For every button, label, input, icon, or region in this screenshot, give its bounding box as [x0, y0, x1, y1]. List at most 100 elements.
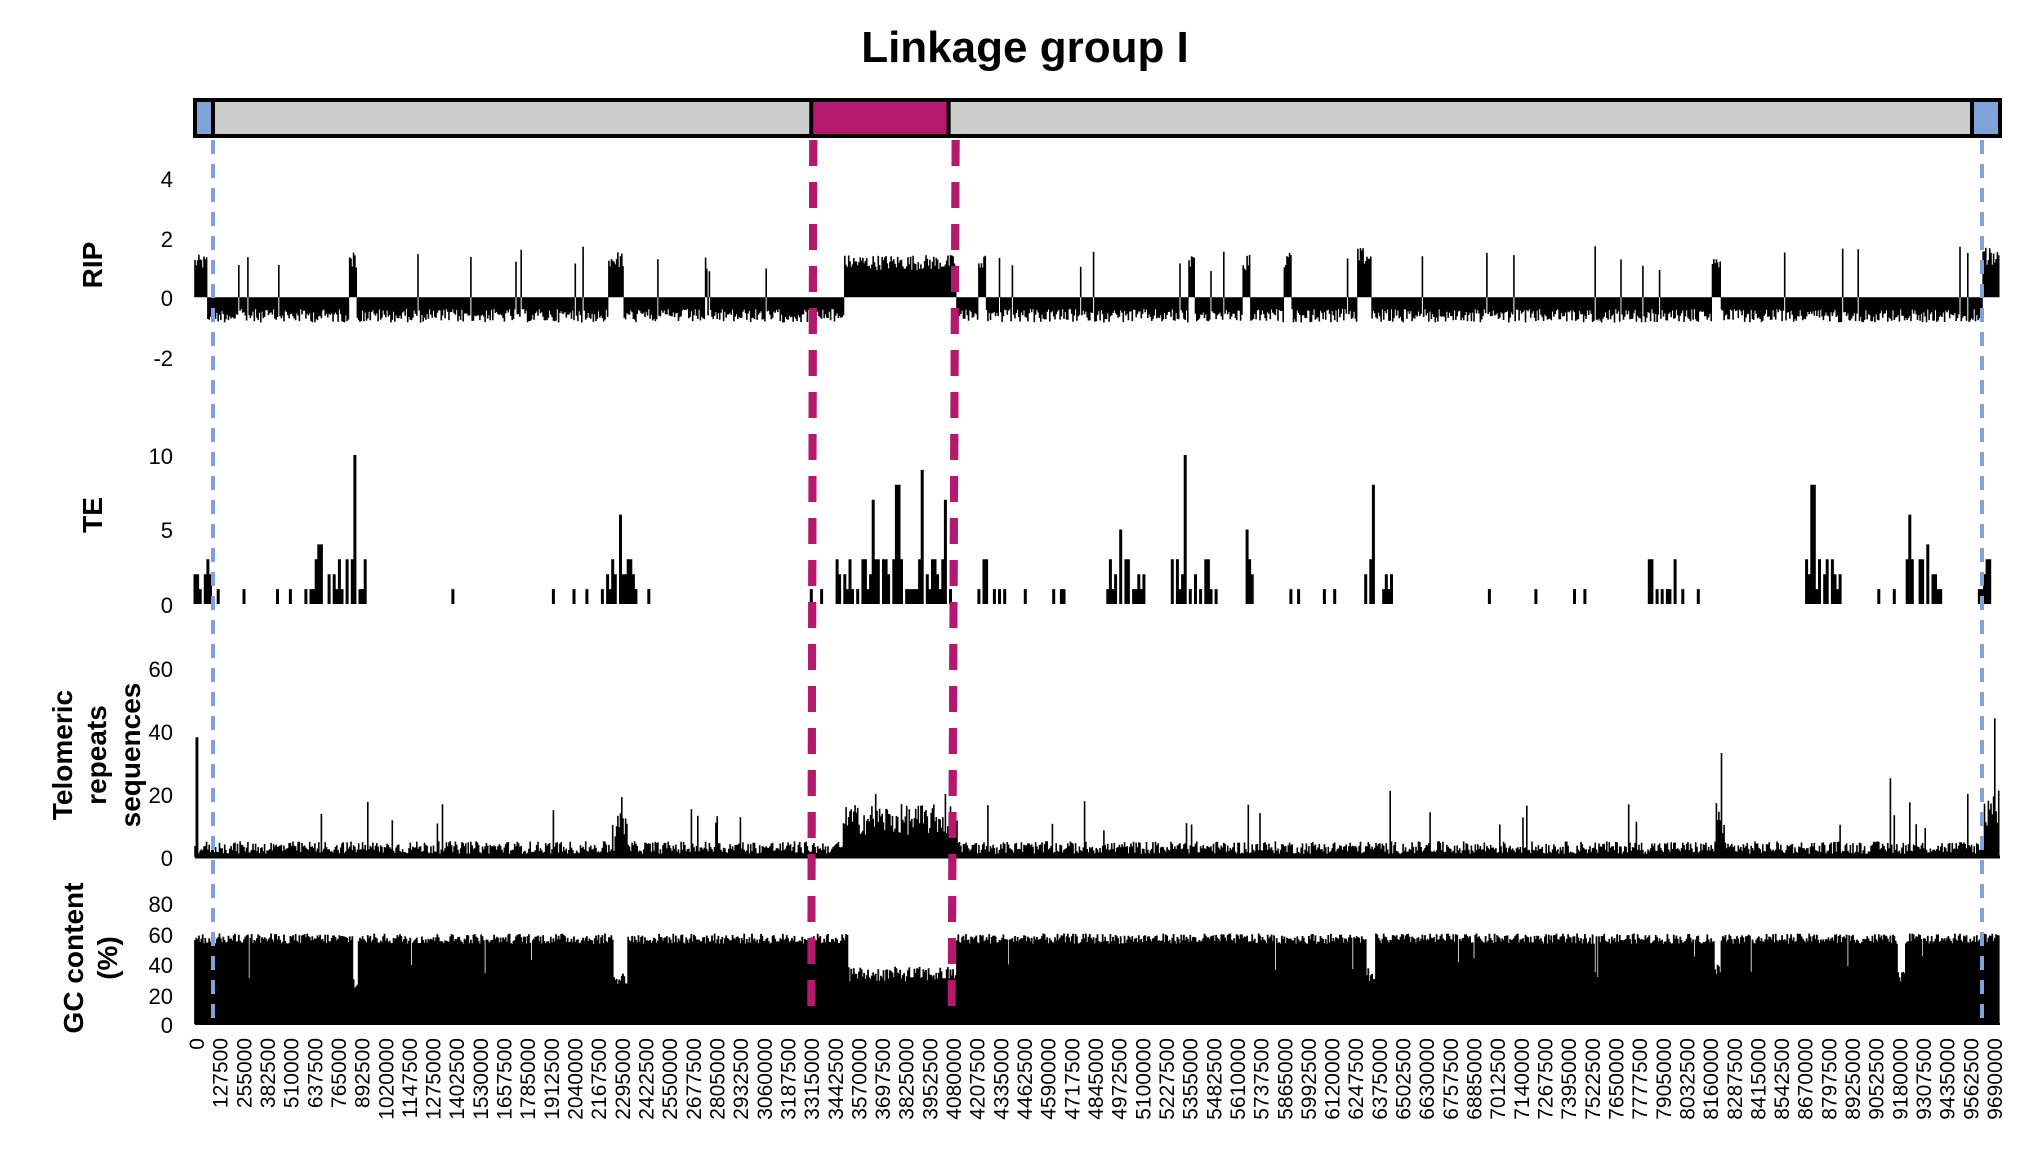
x-tick-13: 1657500	[494, 1038, 517, 1120]
y-label-te: TE	[77, 497, 108, 533]
x-tick-51: 6502500	[1393, 1038, 1416, 1120]
x-tick-36: 4590000	[1038, 1038, 1061, 1120]
x-tick-22: 2805000	[707, 1038, 730, 1120]
x-tick-4: 510000	[281, 1038, 304, 1108]
x-tick-48: 6120000	[1322, 1038, 1345, 1120]
x-tick-6: 765000	[328, 1038, 351, 1108]
x-tick-9: 1147500	[399, 1038, 422, 1118]
x-tick-67: 8542500	[1771, 1038, 1794, 1120]
x-tick-10: 1275000	[423, 1038, 446, 1120]
x-tick-69: 8797500	[1818, 1038, 1841, 1120]
x-tick-33: 4207500	[967, 1038, 990, 1120]
y-tick-gc-content-3: 20	[149, 984, 173, 1009]
y-label-rip: RIP	[77, 242, 108, 289]
x-tick-7: 892500	[352, 1038, 375, 1108]
x-tick-44: 5610000	[1227, 1038, 1250, 1120]
telomeric-track	[194, 718, 2000, 857]
x-tick-14: 1785000	[517, 1038, 540, 1120]
x-tick-5: 637500	[304, 1038, 327, 1108]
y-label-gc-line-1: (%)	[92, 936, 123, 980]
x-tick-1: 127500	[210, 1038, 233, 1108]
x-tick-43: 5482500	[1203, 1038, 1226, 1120]
x-tick-39: 4972500	[1109, 1038, 1132, 1120]
y-label-te-line-0: TE	[77, 497, 108, 533]
x-tick-26: 3315000	[801, 1038, 824, 1120]
y-tick-telomeric-repeats-sequences-0: 60	[149, 657, 173, 682]
x-tick-31: 3952500	[919, 1038, 942, 1120]
x-tick-35: 4462500	[1014, 1038, 1037, 1120]
telomere-right	[1970, 98, 2002, 138]
x-tick-46: 5865000	[1274, 1038, 1297, 1120]
x-tick-12: 1530000	[470, 1038, 493, 1120]
x-tick-70: 8925000	[1842, 1038, 1865, 1120]
x-tick-11: 1402500	[446, 1038, 469, 1120]
y-tick-rip-3: -2	[153, 346, 173, 371]
x-tick-0: 0	[186, 1038, 209, 1050]
x-tick-53: 6757500	[1440, 1038, 1463, 1120]
y-label-telomeric-line-1: repeats	[81, 705, 112, 805]
x-tick-37: 4717500	[1061, 1038, 1084, 1120]
x-tick-63: 8032500	[1676, 1038, 1699, 1120]
rip-track	[194, 246, 2000, 323]
x-tick-54: 6885000	[1464, 1038, 1487, 1120]
x-tick-25: 3187500	[777, 1038, 800, 1120]
centromere-dash-left-top	[807, 139, 818, 1019]
y-tick-telomeric-repeats-sequences-3: 0	[161, 846, 173, 871]
x-tick-40: 5100000	[1132, 1038, 1155, 1120]
x-tick-64: 8160000	[1700, 1038, 1723, 1120]
y-tick-gc-content-0: 80	[149, 892, 173, 917]
y-tick-gc-content-1: 60	[149, 923, 173, 948]
x-tick-23: 2932500	[730, 1038, 753, 1120]
te-track	[193, 455, 1992, 604]
x-tick-47: 5992500	[1298, 1038, 1321, 1120]
x-tick-34: 4335000	[990, 1038, 1013, 1120]
y-label-rip-line-0: RIP	[77, 242, 108, 289]
x-tick-75: 9562500	[1960, 1038, 1983, 1120]
x-tick-55: 7012500	[1487, 1038, 1510, 1120]
x-tick-28: 3570000	[848, 1038, 871, 1120]
x-tick-58: 7395000	[1558, 1038, 1581, 1120]
y-label-gc-line-0: GC content	[58, 883, 89, 1034]
x-tick-3: 382500	[257, 1038, 280, 1108]
x-tick-73: 9307500	[1913, 1038, 1936, 1120]
x-tick-16: 2040000	[565, 1038, 588, 1120]
x-tick-52: 6630000	[1416, 1038, 1439, 1120]
x-tick-61: 7777500	[1629, 1038, 1652, 1120]
x-tick-76: 9690000	[1984, 1038, 2007, 1120]
y-tick-te-0: 10	[149, 444, 173, 469]
centromere-dash-right-top	[947, 139, 960, 1019]
x-tick-29: 3697500	[872, 1038, 895, 1120]
x-tick-56: 7140000	[1511, 1038, 1534, 1120]
x-tick-68: 8670000	[1795, 1038, 1818, 1120]
x-tick-19: 2422500	[636, 1038, 659, 1120]
x-tick-59: 7522500	[1582, 1038, 1605, 1120]
chromosome-bar	[193, 98, 2002, 138]
y-tick-te-2: 0	[161, 593, 173, 618]
y-tick-telomeric-repeats-sequences-2: 20	[149, 783, 173, 808]
x-tick-20: 2550000	[659, 1038, 682, 1120]
x-tick-38: 4845000	[1085, 1038, 1108, 1120]
y-tick-rip-0: 4	[161, 167, 173, 192]
x-tick-27: 3442500	[825, 1038, 848, 1120]
x-tick-62: 7905000	[1653, 1038, 1676, 1120]
x-tick-32: 4080000	[943, 1038, 966, 1120]
y-tick-rip-2: 0	[161, 286, 173, 311]
x-tick-21: 2677500	[683, 1038, 706, 1120]
x-tick-8: 1020000	[375, 1038, 398, 1120]
x-tick-24: 3060000	[754, 1038, 777, 1120]
y-tick-telomeric-repeats-sequences-1: 40	[149, 720, 173, 745]
x-tick-50: 6375000	[1369, 1038, 1392, 1120]
y-tick-te-1: 5	[161, 518, 173, 543]
centromere-region	[809, 98, 951, 138]
y-label-telomeric-line-2: sequences	[115, 683, 146, 828]
x-tick-45: 5737500	[1251, 1038, 1274, 1120]
x-tick-2: 255000	[233, 1038, 256, 1108]
x-tick-15: 1912500	[541, 1038, 564, 1120]
x-tick-60: 7650000	[1606, 1038, 1629, 1120]
x-tick-65: 8287500	[1724, 1038, 1747, 1120]
x-tick-41: 5227500	[1156, 1038, 1179, 1120]
x-tick-30: 3825000	[896, 1038, 919, 1120]
y-tick-gc-content-4: 0	[161, 1013, 173, 1038]
